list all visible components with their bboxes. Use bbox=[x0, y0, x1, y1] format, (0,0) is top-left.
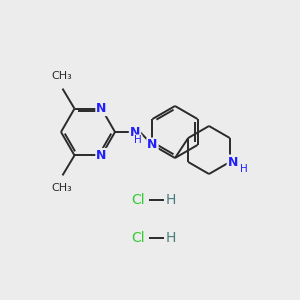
Text: H: H bbox=[240, 164, 248, 174]
Text: H: H bbox=[166, 193, 176, 207]
Text: H: H bbox=[134, 135, 142, 145]
Text: N: N bbox=[130, 125, 140, 139]
Text: N: N bbox=[147, 139, 158, 152]
Text: H: H bbox=[166, 231, 176, 245]
Text: CH₃: CH₃ bbox=[51, 183, 72, 194]
Text: N: N bbox=[96, 102, 107, 115]
Text: CH₃: CH₃ bbox=[51, 70, 72, 81]
Text: N: N bbox=[96, 149, 107, 162]
Text: Cl: Cl bbox=[131, 231, 145, 245]
Text: N: N bbox=[228, 155, 238, 169]
Text: Cl: Cl bbox=[131, 193, 145, 207]
